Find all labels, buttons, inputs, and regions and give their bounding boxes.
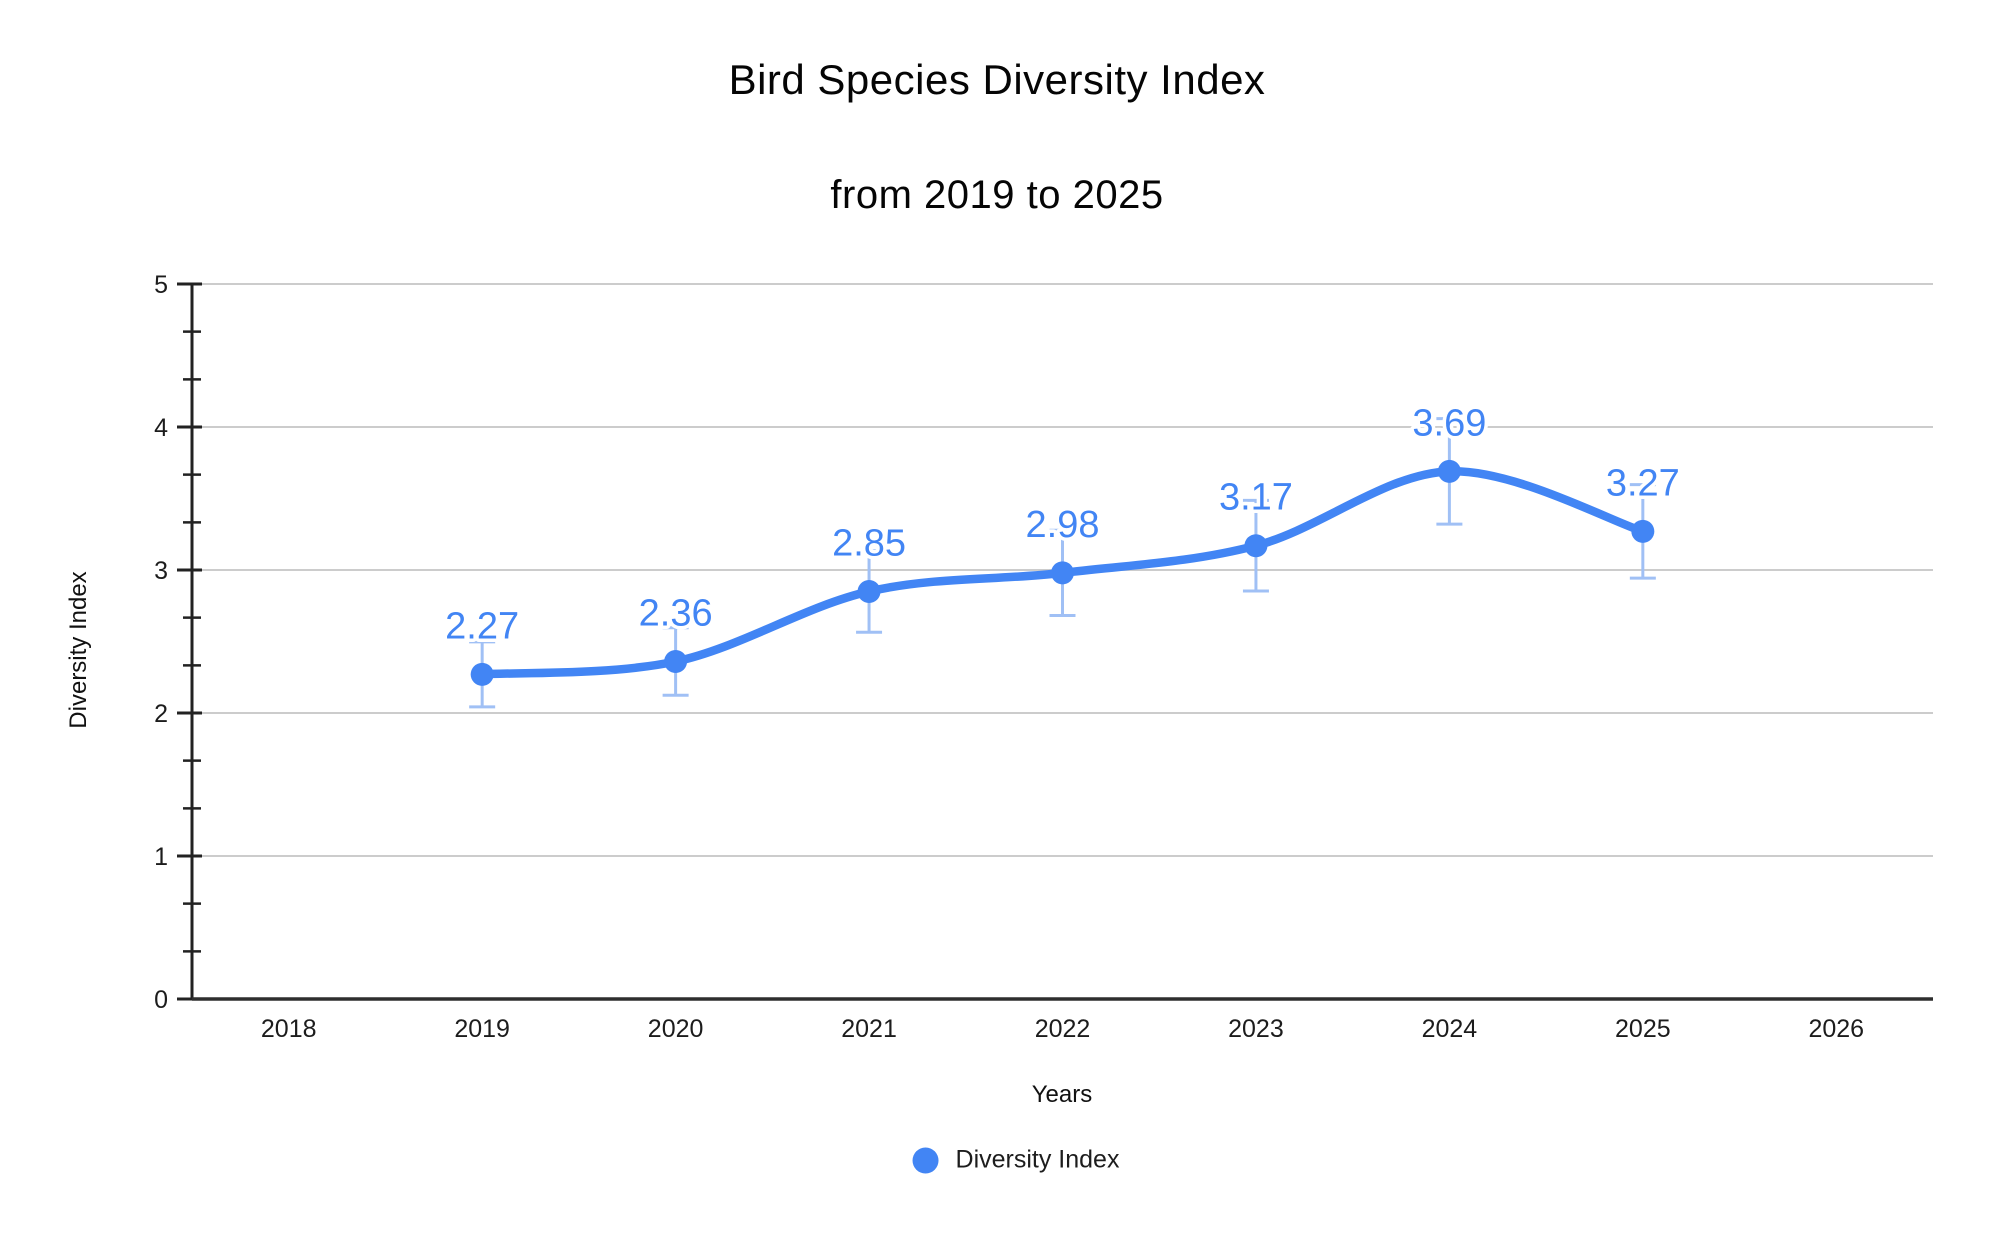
data-label: 3.17 <box>1219 477 1293 519</box>
data-point[interactable] <box>857 579 881 603</box>
data-label: 3.69 <box>1412 402 1486 444</box>
legend: Diversity Index <box>912 1145 1120 1175</box>
data-label: 3.27 <box>1606 462 1680 504</box>
data-label: 2.27 <box>445 605 519 647</box>
chart-subtitle: from 2019 to 2025 <box>830 173 1164 217</box>
x-tick-label: 2026 <box>1808 1015 1864 1043</box>
data-point[interactable] <box>470 662 494 686</box>
y-tick-label: 0 <box>154 986 168 1014</box>
x-tick-label: 2021 <box>841 1015 897 1043</box>
data-label: 2.36 <box>639 593 713 635</box>
legend-series-label: Diversity Index <box>955 1145 1120 1174</box>
x-tick-label: 2023 <box>1228 1015 1284 1043</box>
legend-series-dot-icon <box>912 1147 939 1173</box>
y-tick-label: 5 <box>154 271 168 299</box>
data-label: 2.85 <box>832 522 906 564</box>
data-point[interactable] <box>1437 459 1461 483</box>
y-tick-label: 3 <box>154 557 168 585</box>
x-tick-label: 2024 <box>1422 1015 1478 1043</box>
x-tick-label: 2019 <box>454 1015 510 1043</box>
data-point[interactable] <box>1051 561 1074 585</box>
y-tick-label: 4 <box>154 414 168 442</box>
x-axis-title: Years <box>1031 1081 1093 1108</box>
y-tick-label: 1 <box>154 843 168 871</box>
y-tick-label: 2 <box>154 700 168 728</box>
x-tick-label: 2018 <box>261 1015 317 1043</box>
data-point[interactable] <box>1244 534 1268 558</box>
y-axis-title: Diversity Index <box>65 571 92 729</box>
x-tick-label: 2020 <box>648 1015 704 1043</box>
data-point[interactable] <box>1631 519 1655 543</box>
data-point[interactable] <box>664 650 688 674</box>
x-tick-label: 2025 <box>1615 1015 1671 1043</box>
data-label: 2.98 <box>1026 504 1100 546</box>
chart-title: Bird Species Diversity Index <box>728 56 1266 103</box>
x-tick-label: 2022 <box>1035 1015 1091 1043</box>
